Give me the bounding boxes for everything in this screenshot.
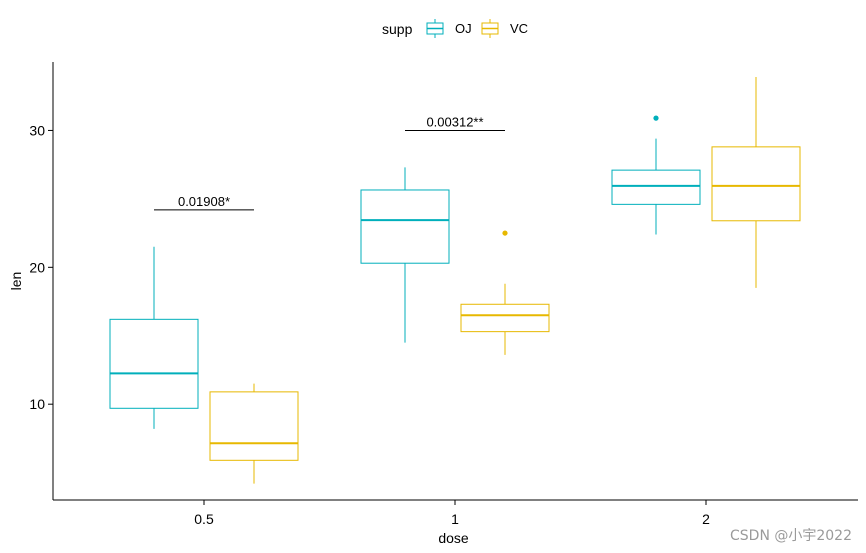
legend-title: supp [382, 21, 413, 37]
box-vc-1 [460, 230, 550, 355]
box-rect [109, 318, 199, 409]
box-rect [360, 189, 450, 264]
significance-annotations: 0.01908* 0.00312** [154, 114, 505, 211]
y-tick-label: 20 [29, 259, 45, 275]
box-oj-1 [360, 167, 450, 343]
box-vc-2 [711, 77, 801, 288]
legend-label-oj: OJ [455, 21, 472, 36]
box-oj-2 [611, 115, 701, 235]
box-vc-0.5 [209, 383, 299, 484]
legend-key-vc [481, 19, 499, 38]
outlier-point [502, 230, 508, 236]
y-tick-label: 10 [29, 396, 45, 412]
significance-label: 0.00312** [426, 114, 483, 129]
axes: 10 20 30 0.5 1 2 dose len [8, 62, 858, 546]
x-tick-label: 1 [451, 511, 459, 527]
box-rect [711, 146, 801, 222]
legend-label-vc: VC [510, 21, 528, 36]
significance-label: 0.01908* [178, 194, 230, 209]
watermark: CSDN @小宇2022 [730, 528, 852, 544]
box-rect [209, 391, 299, 461]
x-axis-title: dose [438, 530, 469, 546]
legend-key-oj [426, 19, 444, 38]
box-rect [460, 303, 550, 333]
legend: supp OJ VC [382, 19, 528, 38]
y-tick-label: 30 [29, 122, 45, 138]
box-rect [611, 169, 701, 205]
box-series [109, 77, 801, 484]
outlier-point [653, 115, 659, 121]
box-oj-0.5 [109, 246, 199, 429]
x-tick-label: 2 [702, 511, 710, 527]
y-axis-title: len [8, 272, 24, 291]
x-tick-label: 0.5 [194, 511, 214, 527]
